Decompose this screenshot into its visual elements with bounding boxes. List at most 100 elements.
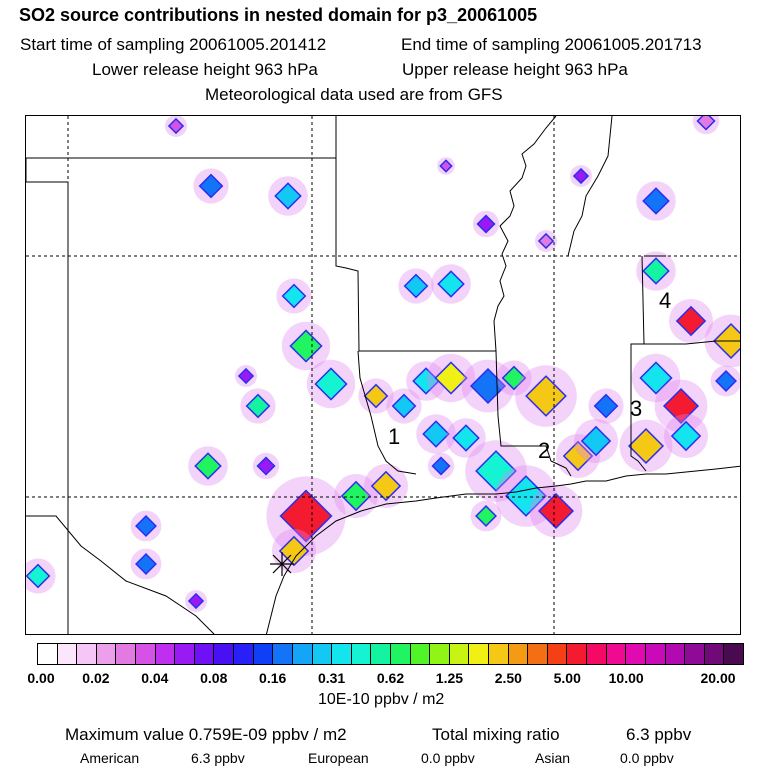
plume-core [639,361,673,395]
concentration-field [26,116,740,612]
color-swatch-33 [685,644,705,664]
color-swatch-14 [312,644,333,664]
color-swatch-15 [332,644,352,664]
lower-release-height: Lower release height 963 hPa [92,60,318,79]
color-swatch-12 [273,644,293,664]
plume-core [642,257,670,285]
plume-core [289,329,323,363]
color-swatch-3 [96,644,117,664]
plume-core [452,424,480,452]
plume-core [675,305,707,337]
plume-core [475,505,497,527]
plume-core [278,535,310,567]
plume-core [26,563,51,589]
map-boundaries [26,116,740,634]
plume-core [363,383,389,409]
color-tick-label: 0.04 [141,670,169,686]
plume-core [715,370,737,392]
color-swatch-18 [390,644,411,664]
source-label-3: 3 [630,396,642,421]
color-swatch-22 [469,644,490,664]
met-data-note: Meteorological data used are from GFS [205,85,503,104]
plume-core [422,420,450,448]
american-value: 6.3 ppbv [191,750,245,766]
color-swatch-24 [508,644,529,664]
color-swatch-16 [351,644,372,664]
plume-core [537,492,575,530]
color-swatch-21 [449,644,470,664]
plume-core [627,427,665,465]
plume-core [505,475,547,517]
plume-core [501,365,527,391]
color-tick-label: 0.00 [27,670,55,686]
color-swatch-29 [606,644,627,664]
color-tick-label: 0.08 [200,670,228,686]
color-swatch-20 [430,644,450,664]
color-swatch-27 [567,644,588,664]
color-scale-unit: 10E-10 ppbv / m2 [318,691,445,708]
color-tick-label: 0.16 [259,670,287,686]
plume-core [572,167,590,185]
plume-core [391,393,417,419]
asian-value: 0.0 ppbv [620,750,674,766]
plume-core [135,553,157,575]
color-swatch-31 [645,644,666,664]
color-tick-label: 2.50 [494,670,522,686]
map-title: SO2 source contributions in nested domai… [19,5,538,25]
plume-core [314,367,348,401]
color-swatch-4 [116,644,137,664]
color-swatch-34 [704,644,725,664]
color-swatch-11 [253,644,274,664]
plume-core [580,425,612,457]
color-swatch-25 [528,644,548,664]
map-panel: 1 2 3 4 [25,115,741,635]
max-value: Maximum value 0.759E-09 ppbv / m2 [65,725,347,744]
color-swatch-19 [410,644,431,664]
color-swatch-0 [38,644,58,664]
plume-core [642,187,670,215]
plume-core [434,361,468,395]
plume-core [475,450,517,492]
map-canvas: 1 2 3 4 [26,116,740,634]
plume-core [274,182,302,210]
plume-core [437,270,465,298]
plume-core [431,456,451,476]
source-label-2: 2 [538,438,550,463]
color-swatch-10 [234,644,254,664]
plume-core [696,116,716,131]
color-swatch-23 [489,644,509,664]
plume-core [279,489,333,543]
color-swatch-7 [175,644,195,664]
plume-core [562,440,594,472]
asian-label: Asian [535,750,571,766]
plume-core [370,470,402,502]
plume-core [662,387,700,425]
upper-release-height: Upper release height 963 hPa [402,60,628,79]
plume-core [237,367,255,385]
color-swatch-2 [77,644,97,664]
plume-core [187,592,205,610]
color-swatch-6 [155,644,176,664]
color-swatch-35 [724,644,743,664]
source-label-1: 1 [388,424,400,449]
color-tick-label: 1.25 [435,670,464,686]
start-time: Start time of sampling 20061005.201412 [20,35,327,54]
color-scale-bar [37,643,744,665]
plume-core [439,159,453,173]
color-swatch-28 [587,644,607,664]
total-mixing-value: 6.3 ppbv [626,725,692,744]
color-tick-label: 20.00 [700,670,736,686]
color-tick-label: 0.02 [82,670,110,686]
plume-core [256,456,276,476]
plume-core [281,283,307,309]
plume-core [135,515,157,537]
total-mixing-label: Total mixing ratio [432,725,560,744]
color-tick-label: 0.31 [317,670,346,686]
color-swatch-30 [626,644,646,664]
color-tick-label: 5.00 [553,670,581,686]
plume-core [245,393,271,419]
plume-core [525,375,567,417]
plume-core [340,480,372,512]
source-label-4: 4 [659,288,671,313]
european-label: European [308,750,369,766]
